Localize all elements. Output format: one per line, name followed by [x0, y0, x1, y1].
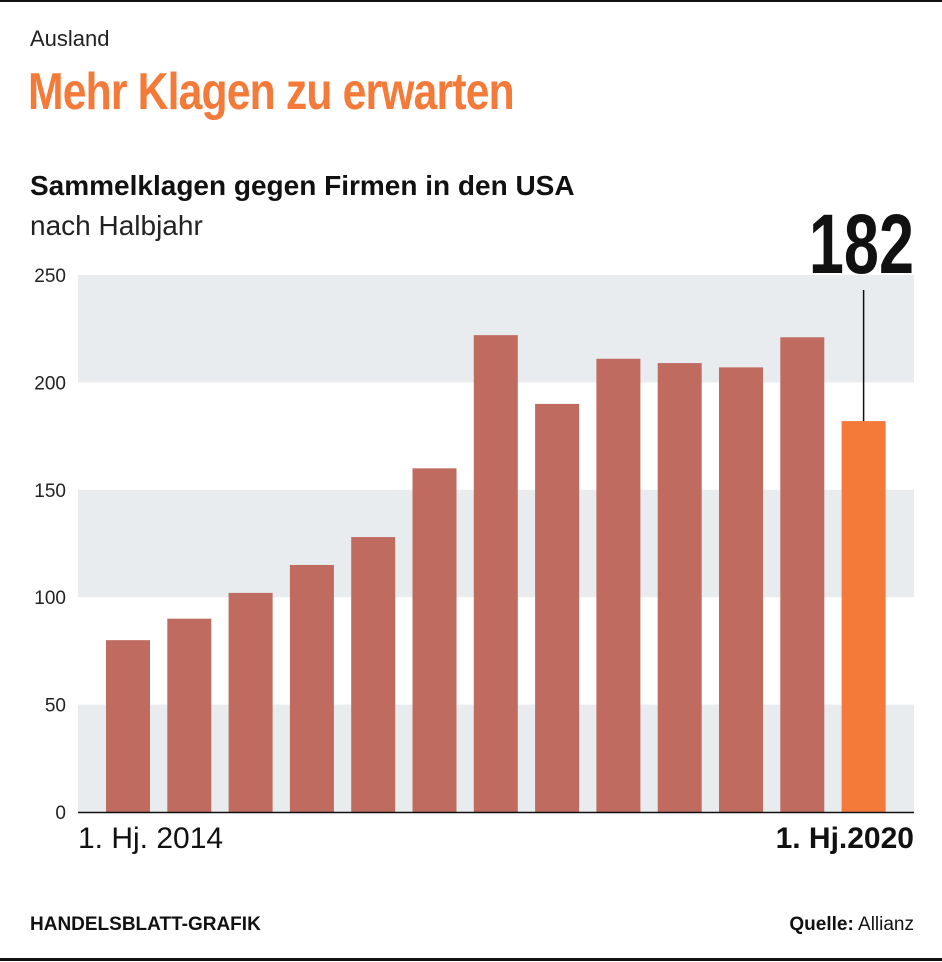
bar	[412, 468, 457, 812]
credit: HANDELSBLATT-GRAFIK	[30, 914, 261, 935]
bottom-rule	[0, 958, 942, 961]
bar	[780, 337, 825, 812]
chart-subtitle: nach Halbjahr	[30, 210, 203, 241]
chart-title: Sammelklagen gegen Firmen in den USA	[30, 170, 575, 201]
bar	[596, 358, 641, 812]
bar	[351, 537, 396, 812]
x-end-label: 1. Hj.2020	[775, 822, 914, 855]
bar	[657, 363, 702, 812]
bar	[167, 618, 212, 812]
bar	[719, 367, 763, 812]
bar	[289, 564, 334, 812]
y-tick-label: 50	[45, 696, 66, 717]
source-label: Quelle:	[789, 914, 854, 935]
bar	[228, 592, 273, 812]
headline: Mehr Klagen zu erwarten	[28, 63, 515, 121]
bar-highlight	[841, 421, 886, 812]
section-label: Ausland	[30, 26, 110, 51]
y-tick-label: 200	[34, 373, 66, 394]
bar	[473, 335, 518, 812]
y-tick-label: 100	[34, 588, 66, 609]
y-tick-label: 150	[34, 481, 66, 502]
top-rule	[0, 0, 942, 2]
highlight-value-label: 182	[809, 197, 914, 291]
bar	[106, 640, 150, 812]
y-tick-label: 0	[55, 803, 66, 824]
x-start-label: 1. Hj. 2014	[78, 822, 224, 855]
y-tick-label: 250	[34, 266, 66, 287]
source-value: Allianz	[858, 914, 914, 935]
source: Quelle: Allianz	[789, 914, 914, 936]
bar	[535, 403, 580, 812]
